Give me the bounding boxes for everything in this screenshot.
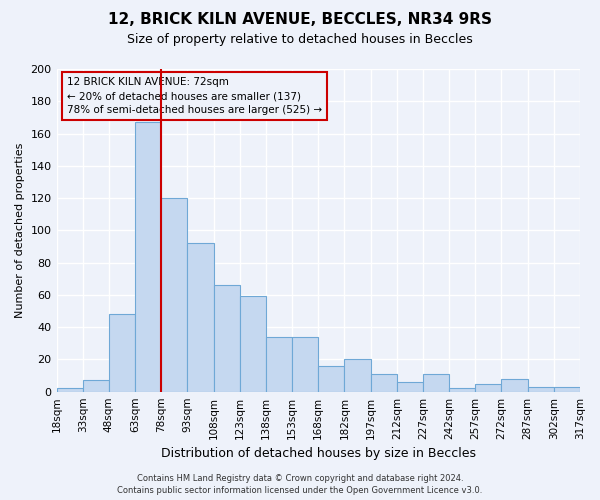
Text: Contains HM Land Registry data © Crown copyright and database right 2024.
Contai: Contains HM Land Registry data © Crown c… xyxy=(118,474,482,495)
Bar xyxy=(449,388,475,392)
Text: Size of property relative to detached houses in Beccles: Size of property relative to detached ho… xyxy=(127,32,473,46)
Bar xyxy=(240,296,266,392)
Bar xyxy=(83,380,109,392)
Bar xyxy=(397,382,423,392)
Bar xyxy=(161,198,187,392)
Bar xyxy=(109,314,135,392)
Bar xyxy=(371,374,397,392)
X-axis label: Distribution of detached houses by size in Beccles: Distribution of detached houses by size … xyxy=(161,447,476,460)
Y-axis label: Number of detached properties: Number of detached properties xyxy=(15,142,25,318)
Bar xyxy=(214,285,240,392)
Bar xyxy=(554,387,580,392)
Bar xyxy=(187,243,214,392)
Bar xyxy=(423,374,449,392)
Bar xyxy=(135,122,161,392)
Bar xyxy=(475,384,502,392)
Bar xyxy=(344,360,371,392)
Bar xyxy=(527,387,554,392)
Text: 12 BRICK KILN AVENUE: 72sqm
← 20% of detached houses are smaller (137)
78% of se: 12 BRICK KILN AVENUE: 72sqm ← 20% of det… xyxy=(67,77,322,115)
Bar xyxy=(266,337,292,392)
Bar xyxy=(502,379,527,392)
Text: 12, BRICK KILN AVENUE, BECCLES, NR34 9RS: 12, BRICK KILN AVENUE, BECCLES, NR34 9RS xyxy=(108,12,492,28)
Bar xyxy=(318,366,344,392)
Bar xyxy=(292,337,318,392)
Bar xyxy=(56,388,83,392)
